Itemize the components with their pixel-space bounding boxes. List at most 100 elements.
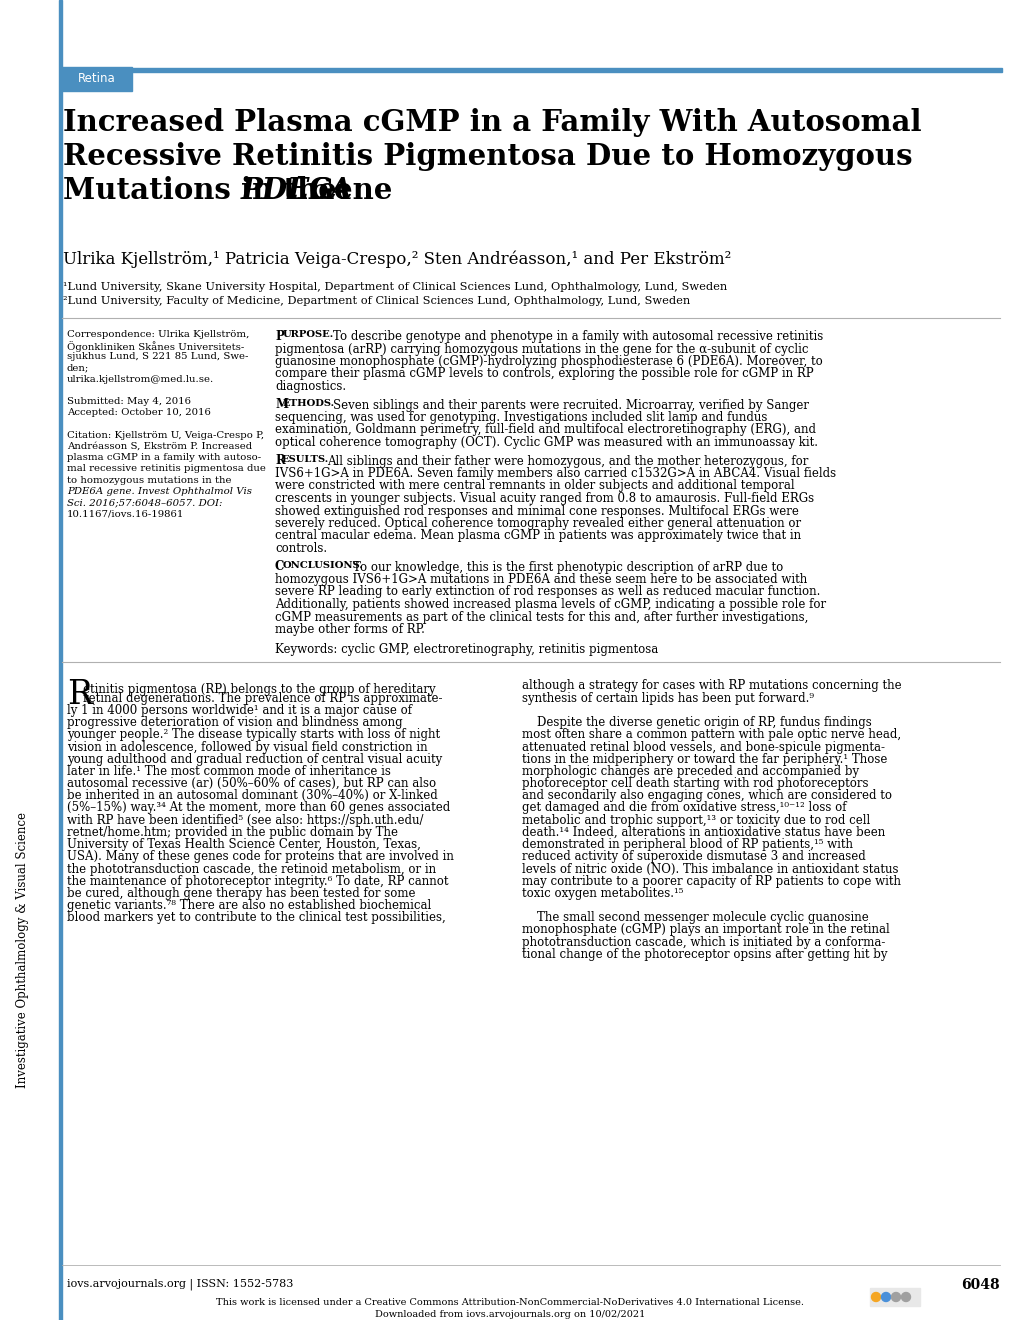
Text: were constricted with mere central remnants in older subjects and additional tem: were constricted with mere central remna…: [275, 479, 794, 492]
Text: central macular edema. Mean plasma cGMP in patients was approximately twice that: central macular edema. Mean plasma cGMP …: [275, 529, 800, 543]
Circle shape: [880, 1292, 890, 1302]
Text: metabolic and trophic support,¹³ or toxicity due to rod cell: metabolic and trophic support,¹³ or toxi…: [522, 813, 869, 826]
Text: with RP have been identified⁵ (see also: https://sph.uth.edu/: with RP have been identified⁵ (see also:…: [67, 813, 423, 826]
Text: ly 1 in 4000 persons worldwide¹ and it is a major cause of: ly 1 in 4000 persons worldwide¹ and it i…: [67, 704, 412, 717]
Bar: [869, 1288, 919, 1305]
Circle shape: [870, 1292, 879, 1302]
Text: Investigative Ophthalmology & Visual Science: Investigative Ophthalmology & Visual Sci…: [16, 812, 30, 1088]
Text: compare their plasma cGMP levels to controls, exploring the possible role for cG: compare their plasma cGMP levels to cont…: [275, 367, 813, 380]
Text: may contribute to a poorer capacity of RP patients to cope with: may contribute to a poorer capacity of R…: [522, 875, 900, 888]
Text: most often share a common pattern with pale optic nerve head,: most often share a common pattern with p…: [522, 729, 900, 742]
Text: ²Lund University, Faculty of Medicine, Department of Clinical Sciences Lund, Oph: ²Lund University, Faculty of Medicine, D…: [63, 296, 690, 306]
Text: Additionally, patients showed increased plasma levels of cGMP, indicating a poss: Additionally, patients showed increased …: [275, 598, 825, 611]
Text: maybe other forms of RP.: maybe other forms of RP.: [275, 623, 425, 636]
Text: phototransduction cascade, which is initiated by a conforma-: phototransduction cascade, which is init…: [522, 936, 884, 949]
Text: PDE6A gene. Invest Ophthalmol Vis: PDE6A gene. Invest Ophthalmol Vis: [67, 487, 252, 496]
Bar: [59, 0, 62, 1320]
Text: Submitted: May 4, 2016: Submitted: May 4, 2016: [67, 397, 191, 407]
Text: blood markers yet to contribute to the clinical test possibilities,: blood markers yet to contribute to the c…: [67, 911, 445, 924]
Text: To our knowledge, this is the first phenotypic description of arRP due to: To our knowledge, this is the first phen…: [353, 561, 783, 573]
Text: monophosphate (cGMP) plays an important role in the retinal: monophosphate (cGMP) plays an important …: [522, 924, 889, 936]
Text: to homozygous mutations in the: to homozygous mutations in the: [67, 475, 231, 484]
Text: retnet/home.htm; provided in the public domain by The: retnet/home.htm; provided in the public …: [67, 826, 397, 840]
Text: ¹Lund University, Skane University Hospital, Department of Clinical Sciences Lun: ¹Lund University, Skane University Hospi…: [63, 282, 727, 292]
Text: cGMP measurements as part of the clinical tests for this and, after further inve: cGMP measurements as part of the clinica…: [275, 610, 808, 623]
Text: young adulthood and gradual reduction of central visual acuity: young adulthood and gradual reduction of…: [67, 752, 442, 766]
Text: severely reduced. Optical coherence tomography revealed either general attenuati: severely reduced. Optical coherence tomo…: [275, 517, 800, 531]
Text: attenuated retinal blood vessels, and bone-spicule pigmenta-: attenuated retinal blood vessels, and bo…: [522, 741, 884, 754]
Text: sjukhus Lund, S 221 85 Lund, Swe-: sjukhus Lund, S 221 85 Lund, Swe-: [67, 352, 249, 362]
Text: All siblings and their father were homozygous, and the mother heterozygous, for: All siblings and their father were homoz…: [327, 454, 808, 467]
Text: tions in the midperiphery or toward the far periphery.¹ Those: tions in the midperiphery or toward the …: [522, 752, 887, 766]
Circle shape: [891, 1292, 900, 1302]
Text: later in life.¹ The most common mode of inheritance is: later in life.¹ The most common mode of …: [67, 764, 390, 777]
Text: 6048: 6048: [961, 1278, 999, 1292]
Text: Seven siblings and their parents were recruited. Microarray, verified by Sanger: Seven siblings and their parents were re…: [332, 399, 808, 412]
Text: progressive deterioration of vision and blindness among: progressive deterioration of vision and …: [67, 715, 403, 729]
Text: the maintenance of photoreceptor integrity.⁶ To date, RP cannot: the maintenance of photoreceptor integri…: [67, 875, 448, 888]
Text: younger people.² The disease typically starts with loss of night: younger people.² The disease typically s…: [67, 729, 439, 742]
Text: Accepted: October 10, 2016: Accepted: October 10, 2016: [67, 408, 211, 417]
Text: guanosine monophosphate (cGMP)-hydrolyzing phosphodiesterase 6 (PDE6A). Moreover: guanosine monophosphate (cGMP)-hydrolyzi…: [275, 355, 822, 368]
Text: get damaged and die from oxidative stress,¹⁰⁻¹² loss of: get damaged and die from oxidative stres…: [522, 801, 846, 814]
Text: genetic variants.⁷⁸ There are also no established biochemical: genetic variants.⁷⁸ There are also no es…: [67, 899, 431, 912]
Text: be cured, although gene therapy has been tested for some: be cured, although gene therapy has been…: [67, 887, 415, 900]
Text: retinal degenerations. The prevalence of RP is approximate-: retinal degenerations. The prevalence of…: [83, 692, 442, 705]
Text: controls.: controls.: [275, 543, 327, 554]
Text: demonstrated in peripheral blood of RP patients,¹⁵ with: demonstrated in peripheral blood of RP p…: [522, 838, 852, 851]
Text: Correspondence: Ulrika Kjellström,: Correspondence: Ulrika Kjellström,: [67, 330, 249, 339]
Text: R: R: [67, 680, 92, 711]
Text: iovs.arvojournals.org | ISSN: 1552-5783: iovs.arvojournals.org | ISSN: 1552-5783: [67, 1278, 293, 1290]
Text: sequencing, was used for genotyping. Investigations included slit lamp and fundu: sequencing, was used for genotyping. Inv…: [275, 411, 766, 424]
Text: University of Texas Health Science Center, Houston, Texas,: University of Texas Health Science Cente…: [67, 838, 421, 851]
Text: reduced activity of superoxide dismutase 3 and increased: reduced activity of superoxide dismutase…: [522, 850, 865, 863]
Text: morphologic changes are preceded and accompanied by: morphologic changes are preceded and acc…: [522, 764, 858, 777]
Text: Downloaded from iovs.arvojournals.org on 10/02/2021: Downloaded from iovs.arvojournals.org on…: [374, 1309, 645, 1319]
Text: toxic oxygen metabolites.¹⁵: toxic oxygen metabolites.¹⁵: [522, 887, 683, 900]
Text: Gene: Gene: [299, 176, 392, 205]
Text: mal recessive retinitis pigmentosa due: mal recessive retinitis pigmentosa due: [67, 465, 266, 474]
Text: Despite the diverse genetic origin of RP, fundus findings: Despite the diverse genetic origin of RP…: [522, 715, 871, 729]
Text: optical coherence tomography (OCT). Cyclic GMP was measured with an immunoassay : optical coherence tomography (OCT). Cycl…: [275, 436, 817, 449]
Text: autosomal recessive (ar) (50%–60% of cases), but RP can also: autosomal recessive (ar) (50%–60% of cas…: [67, 777, 436, 791]
Text: den;: den;: [67, 363, 90, 372]
Text: vision in adolescence, followed by visual field constriction in: vision in adolescence, followed by visua…: [67, 741, 427, 754]
Text: and secondarily also engaging cones, which are considered to: and secondarily also engaging cones, whi…: [522, 789, 892, 803]
Text: This work is licensed under a Creative Commons Attribution-NonCommercial-NoDeriv: This work is licensed under a Creative C…: [216, 1298, 803, 1307]
Text: C: C: [275, 561, 284, 573]
Text: diagnostics.: diagnostics.: [275, 380, 345, 393]
Text: although a strategy for cases with RP mutations concerning the: although a strategy for cases with RP mu…: [522, 680, 901, 693]
Text: homozygous IVS6+1G>A mutations in PDE6A and these seem here to be associated wit: homozygous IVS6+1G>A mutations in PDE6A …: [275, 573, 806, 586]
Text: IVS6+1G>A in PDE6A. Seven family members also carried c1532G>A in ABCA4. Visual : IVS6+1G>A in PDE6A. Seven family members…: [275, 467, 836, 480]
Text: synthesis of certain lipids has been put forward.⁹: synthesis of certain lipids has been put…: [522, 692, 813, 705]
Text: Andréasson S, Ekström P. Increased: Andréasson S, Ekström P. Increased: [67, 442, 252, 451]
Text: the phototransduction cascade, the retinoid metabolism, or in: the phototransduction cascade, the retin…: [67, 862, 436, 875]
Text: M: M: [275, 399, 287, 412]
Text: be inherited in an autosomal dominant (30%–40%) or X-linked: be inherited in an autosomal dominant (3…: [67, 789, 437, 803]
Text: R: R: [275, 454, 284, 467]
Text: Ögonkliniken Skånes Universitets-: Ögonkliniken Skånes Universitets-: [67, 341, 244, 352]
Circle shape: [901, 1292, 910, 1302]
Text: URPOSE.: URPOSE.: [282, 330, 333, 339]
Text: Sci. 2016;57:6048–6057. DOI:: Sci. 2016;57:6048–6057. DOI:: [67, 498, 222, 507]
Text: plasma cGMP in a family with autoso-: plasma cGMP in a family with autoso-: [67, 453, 261, 462]
Text: Mutations in the: Mutations in the: [63, 176, 346, 205]
Text: ESULTS.: ESULTS.: [281, 454, 329, 463]
Text: P: P: [275, 330, 283, 343]
Text: ulrika.kjellstrom@med.lu.se.: ulrika.kjellstrom@med.lu.se.: [67, 375, 214, 384]
Text: Increased Plasma cGMP in a Family With Autosomal: Increased Plasma cGMP in a Family With A…: [63, 108, 921, 137]
Text: Keywords: cyclic GMP, electroretinography, retinitis pigmentosa: Keywords: cyclic GMP, electroretinograph…: [275, 644, 657, 656]
Text: 10.1167/iovs.16-19861: 10.1167/iovs.16-19861: [67, 510, 184, 519]
Text: ETHODS.: ETHODS.: [282, 399, 335, 408]
Text: tional change of the photoreceptor opsins after getting hit by: tional change of the photoreceptor opsin…: [522, 948, 887, 961]
Text: severe RP leading to early extinction of rod responses as well as reduced macula: severe RP leading to early extinction of…: [275, 586, 819, 598]
Text: showed extinguished rod responses and minimal cone responses. Multifocal ERGs we: showed extinguished rod responses and mi…: [275, 504, 798, 517]
Text: Ulrika Kjellström,¹ Patricia Veiga-Crespo,² Sten Andréasson,¹ and Per Ekström²: Ulrika Kjellström,¹ Patricia Veiga-Cresp…: [63, 249, 731, 268]
Text: PDE6A: PDE6A: [240, 176, 353, 205]
Text: ONCLUSIONS.: ONCLUSIONS.: [282, 561, 364, 569]
Text: etinitis pigmentosa (RP) belongs to the group of hereditary: etinitis pigmentosa (RP) belongs to the …: [83, 682, 435, 696]
Text: To describe genotype and phenotype in a family with autosomal recessive retiniti: To describe genotype and phenotype in a …: [332, 330, 822, 343]
Text: (5%–15%) way.³⁴ At the moment, more than 60 genes associated: (5%–15%) way.³⁴ At the moment, more than…: [67, 801, 449, 814]
Bar: [62, 69, 1001, 71]
Text: The small second messenger molecule cyclic guanosine: The small second messenger molecule cycl…: [522, 911, 868, 924]
